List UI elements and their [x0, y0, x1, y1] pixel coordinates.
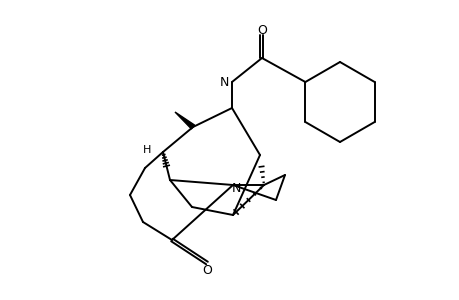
Text: H: H — [142, 145, 151, 155]
Polygon shape — [174, 112, 194, 129]
Text: O: O — [202, 263, 212, 277]
Text: N: N — [219, 76, 228, 88]
Text: O: O — [257, 23, 266, 37]
Text: N: N — [231, 182, 240, 196]
